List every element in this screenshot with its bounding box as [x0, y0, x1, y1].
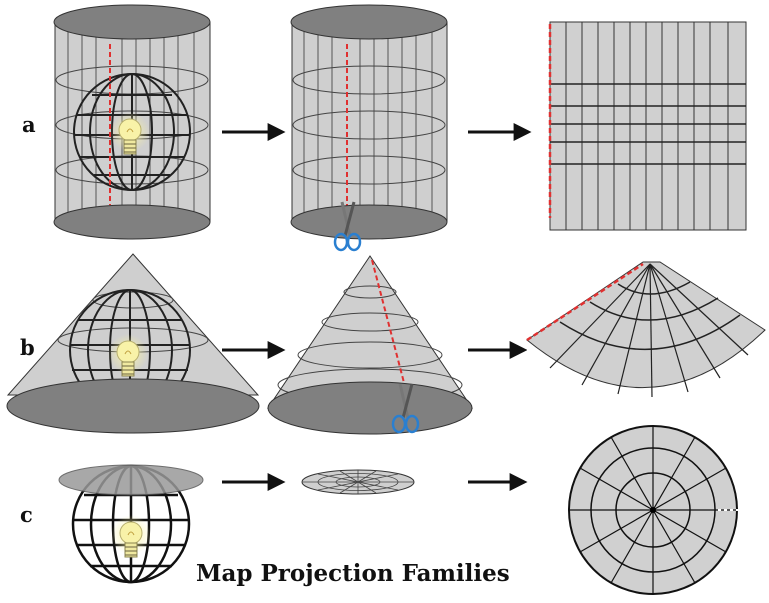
row-label-a: a: [22, 112, 36, 137]
cone-cut: [267, 255, 473, 435]
flat-disc: [301, 469, 415, 495]
cylinder-with-globe: [53, 4, 211, 240]
azimuthal-map: [568, 425, 740, 595]
cylinder-cut: [290, 4, 448, 252]
cone-with-globe: [6, 253, 260, 434]
diagram-title: Map Projection Families: [196, 560, 510, 587]
row-label-c: c: [20, 502, 33, 527]
conic-map: [526, 261, 769, 424]
row-label-b: b: [20, 335, 35, 360]
plane-with-globe: [58, 464, 204, 584]
cylindrical-map: [548, 21, 747, 231]
